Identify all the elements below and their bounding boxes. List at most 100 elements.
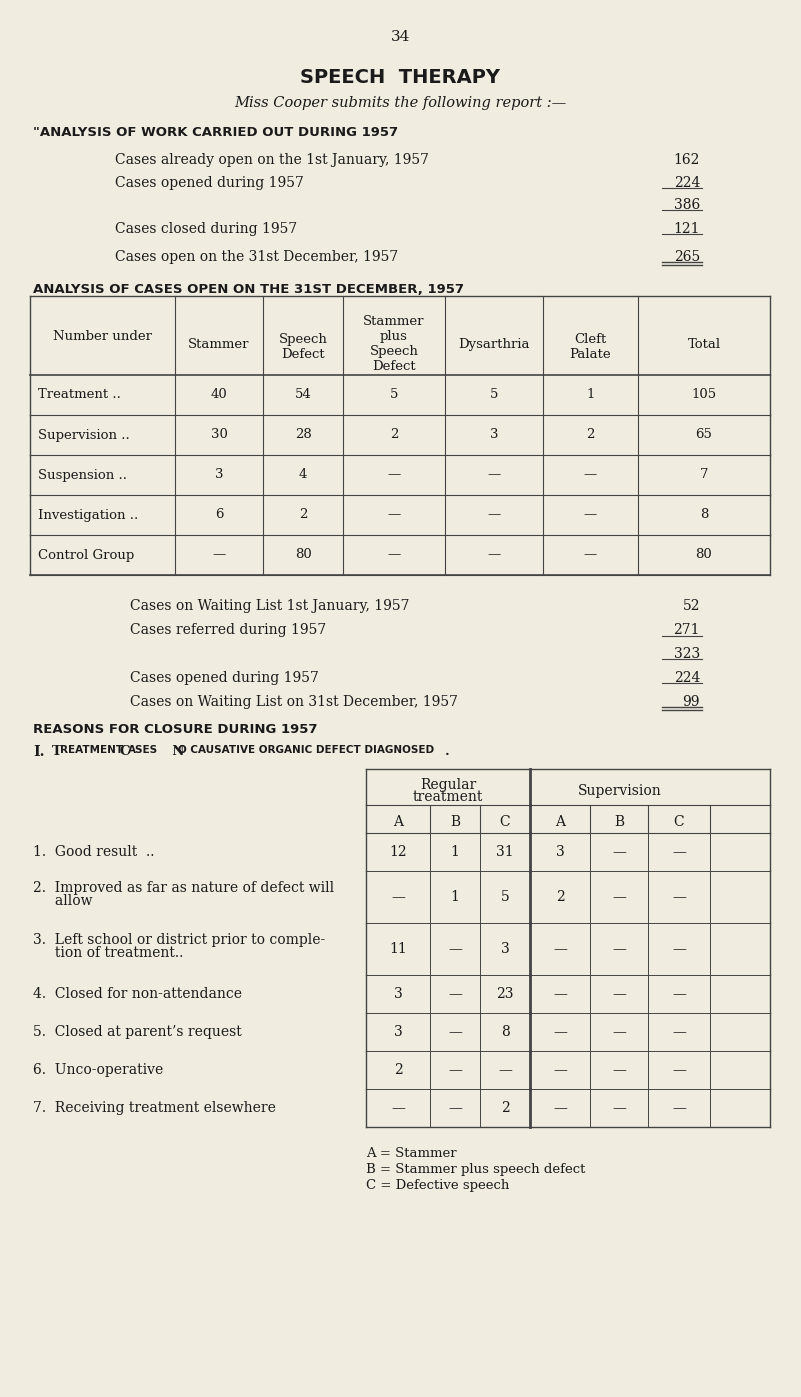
Text: B: B <box>450 814 460 828</box>
Text: treatment: treatment <box>413 789 483 805</box>
Text: Cases on Waiting List on 31st December, 1957: Cases on Waiting List on 31st December, … <box>130 694 458 710</box>
Text: A: A <box>393 814 403 828</box>
Text: 265: 265 <box>674 250 700 264</box>
Text: 121: 121 <box>674 222 700 236</box>
Text: Miss Cooper submits the following report :—: Miss Cooper submits the following report… <box>235 96 566 110</box>
Text: —: — <box>391 1101 405 1115</box>
Text: Cases opened during 1957: Cases opened during 1957 <box>115 176 304 190</box>
Text: 271: 271 <box>674 623 700 637</box>
Text: —: — <box>672 1025 686 1039</box>
Text: —: — <box>584 468 597 482</box>
Text: —: — <box>553 1063 567 1077</box>
Text: 3: 3 <box>215 468 223 482</box>
Text: Control Group: Control Group <box>38 549 135 562</box>
Text: 3.  Left school or district prior to comple-: 3. Left school or district prior to comp… <box>33 933 325 947</box>
Text: SPEECH  THERAPY: SPEECH THERAPY <box>300 68 501 87</box>
Text: B = Stammer plus speech defect: B = Stammer plus speech defect <box>366 1162 586 1176</box>
Text: —: — <box>612 1101 626 1115</box>
Text: Cases already open on the 1st January, 1957: Cases already open on the 1st January, 1… <box>115 154 429 168</box>
Text: 28: 28 <box>295 429 312 441</box>
Text: —: — <box>553 1025 567 1039</box>
Text: 80: 80 <box>295 549 312 562</box>
Text: —: — <box>672 890 686 904</box>
Text: 224: 224 <box>674 176 700 190</box>
Text: —: — <box>612 988 626 1002</box>
Text: —: — <box>212 549 226 562</box>
Text: I.: I. <box>33 745 45 759</box>
Text: 5: 5 <box>390 388 398 401</box>
Text: .: . <box>445 745 449 759</box>
Text: 4.  Closed for non-attendance: 4. Closed for non-attendance <box>33 988 242 1002</box>
Text: —: — <box>553 942 567 956</box>
Text: —: — <box>388 509 400 521</box>
Text: —: — <box>672 942 686 956</box>
Text: Stammer: Stammer <box>188 338 250 351</box>
Text: —: — <box>672 1101 686 1115</box>
Text: 8: 8 <box>700 509 708 521</box>
Text: 54: 54 <box>295 388 312 401</box>
Text: —: — <box>448 1063 462 1077</box>
Text: —: — <box>391 890 405 904</box>
Text: Treatment ..: Treatment .. <box>38 388 121 401</box>
Text: —: — <box>553 1101 567 1115</box>
Text: T: T <box>52 745 62 759</box>
Text: A: A <box>555 814 565 828</box>
Text: 80: 80 <box>695 549 712 562</box>
Text: —: — <box>584 549 597 562</box>
Text: Cases closed during 1957: Cases closed during 1957 <box>115 222 297 236</box>
Text: —: — <box>487 468 501 482</box>
Text: 34: 34 <box>391 29 410 43</box>
Text: —: — <box>388 468 400 482</box>
Text: N: N <box>163 745 184 759</box>
Text: —: — <box>498 1063 512 1077</box>
Text: Cleft
Palate: Cleft Palate <box>570 332 611 360</box>
Text: tion of treatment..: tion of treatment.. <box>33 946 183 960</box>
Text: —: — <box>612 1025 626 1039</box>
Text: A = Stammer: A = Stammer <box>366 1147 457 1160</box>
Text: ANALYSIS OF CASES OPEN ON THE 31ST DECEMBER, 1957: ANALYSIS OF CASES OPEN ON THE 31ST DECEM… <box>33 284 464 296</box>
Text: 105: 105 <box>691 388 717 401</box>
Text: 3: 3 <box>489 429 498 441</box>
Text: —: — <box>448 1025 462 1039</box>
Text: B: B <box>614 814 624 828</box>
Text: Supervision: Supervision <box>578 784 662 798</box>
Text: —: — <box>612 1063 626 1077</box>
Text: 5.  Closed at parent’s request: 5. Closed at parent’s request <box>33 1025 242 1039</box>
Text: —: — <box>672 1063 686 1077</box>
Text: —: — <box>584 509 597 521</box>
Text: C: C <box>500 814 510 828</box>
Text: 2.  Improved as far as nature of defect will: 2. Improved as far as nature of defect w… <box>33 882 334 895</box>
Text: Cases open on the 31st December, 1957: Cases open on the 31st December, 1957 <box>115 250 398 264</box>
Text: 52: 52 <box>682 599 700 613</box>
Text: 6.  Unco-operative: 6. Unco-operative <box>33 1063 163 1077</box>
Text: Dysarthria: Dysarthria <box>458 338 529 351</box>
Text: 2: 2 <box>299 509 308 521</box>
Text: O CAUSATIVE ORGANIC DEFECT DIAGNOSED: O CAUSATIVE ORGANIC DEFECT DIAGNOSED <box>178 745 434 754</box>
Text: 3: 3 <box>556 845 565 859</box>
Text: 1: 1 <box>450 890 460 904</box>
Text: 3: 3 <box>501 942 509 956</box>
Text: —: — <box>612 890 626 904</box>
Text: 4: 4 <box>299 468 308 482</box>
Text: Cases referred during 1957: Cases referred during 1957 <box>130 623 326 637</box>
Text: C: C <box>674 814 684 828</box>
Text: 3: 3 <box>393 988 402 1002</box>
Text: —: — <box>487 549 501 562</box>
Text: 1: 1 <box>450 845 460 859</box>
Text: Speech
Defect: Speech Defect <box>279 332 328 360</box>
Text: Regular: Regular <box>420 778 476 792</box>
Text: 11: 11 <box>389 942 407 956</box>
Text: Number under: Number under <box>53 330 152 344</box>
Text: Cases on Waiting List 1st January, 1957: Cases on Waiting List 1st January, 1957 <box>130 599 409 613</box>
Text: Supervision ..: Supervision .. <box>38 429 130 441</box>
Text: 386: 386 <box>674 198 700 212</box>
Text: Total: Total <box>687 338 721 351</box>
Text: 30: 30 <box>211 429 227 441</box>
Text: 2: 2 <box>390 429 398 441</box>
Text: Suspension ..: Suspension .. <box>38 468 127 482</box>
Text: —: — <box>448 1101 462 1115</box>
Text: C = Defective speech: C = Defective speech <box>366 1179 509 1192</box>
Text: REATMENT: REATMENT <box>60 745 123 754</box>
Text: 2: 2 <box>556 890 565 904</box>
Text: 40: 40 <box>211 388 227 401</box>
